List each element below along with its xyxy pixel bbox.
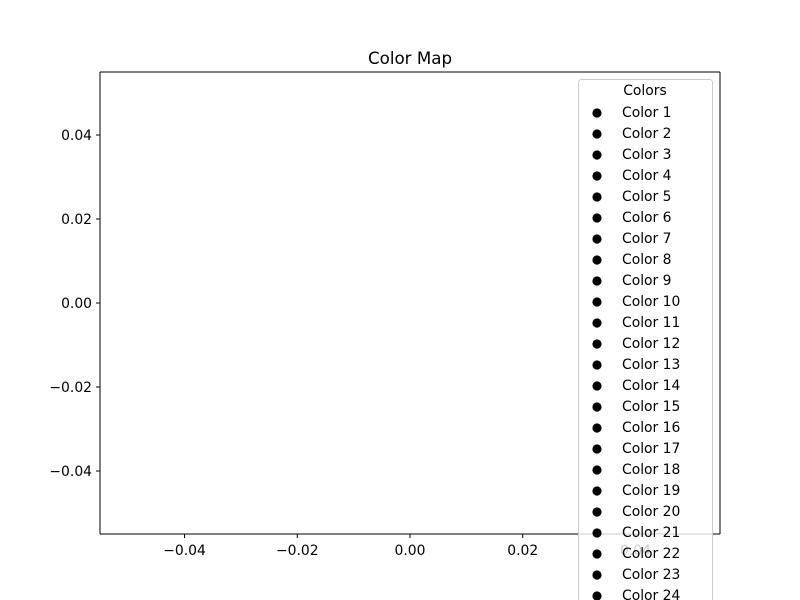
legend-entries: Color 1 Color 2 Color 3 Color 4 Color 5 Color… <box>592 105 681 600</box>
legend-entry-label: Color 11 <box>622 315 680 331</box>
legend-entry-label: Color 21 <box>622 525 680 541</box>
x-tick-label: −0.04 <box>163 543 206 559</box>
legend-marker <box>592 234 602 244</box>
y-tick-label: 0.02 <box>61 212 92 228</box>
y-tick-label: 0.04 <box>61 128 92 144</box>
legend-entry-label: Color 23 <box>622 567 680 583</box>
legend-marker <box>592 486 602 496</box>
legend-marker <box>592 297 602 307</box>
legend-entry-label: Color 19 <box>622 483 680 499</box>
chart-title: Color Map <box>368 48 452 68</box>
legend-entry-label: Color 2 <box>622 126 672 142</box>
legend-entry-label: Color 15 <box>622 399 680 415</box>
legend-marker <box>592 255 602 265</box>
legend-entry-label: Color 8 <box>622 252 672 268</box>
legend-marker <box>592 381 602 391</box>
legend-marker <box>592 549 602 559</box>
x-tick-label: 0.02 <box>507 543 538 559</box>
legend-marker <box>592 528 602 538</box>
y-tick-label: 0.00 <box>61 296 92 312</box>
legend-marker <box>592 423 602 433</box>
legend-entry-label: Color 9 <box>622 273 672 289</box>
legend-entry-label: Color 16 <box>622 420 680 436</box>
legend-marker <box>592 591 602 600</box>
legend-entry-label: Color 20 <box>622 504 680 520</box>
y-axis: −0.04 −0.02 0.00 0.02 0.04 <box>49 128 100 480</box>
legend-entry-label: Color 13 <box>622 357 680 373</box>
legend-marker <box>592 465 602 475</box>
x-tick-label: 0.00 <box>395 543 426 559</box>
legend-entry-label: Color 5 <box>622 189 672 205</box>
legend-title: Colors <box>623 83 667 99</box>
legend-marker <box>592 129 602 139</box>
legend-marker <box>592 402 602 412</box>
legend-marker <box>592 339 602 349</box>
legend-entry-label: Color 18 <box>622 462 680 478</box>
y-tick-label: −0.02 <box>49 380 92 396</box>
legend-entry-label: Color 14 <box>622 378 681 394</box>
legend-marker <box>592 108 602 118</box>
legend-marker <box>592 360 602 370</box>
legend-entry-label: Color 7 <box>622 231 672 247</box>
legend-box <box>578 79 713 600</box>
legend-marker <box>592 150 602 160</box>
legend-entry-label: Color 10 <box>622 294 680 310</box>
legend-marker <box>592 192 602 202</box>
legend-marker <box>592 213 602 223</box>
legend-marker <box>592 171 602 181</box>
legend-marker <box>592 444 602 454</box>
legend-marker <box>592 276 602 286</box>
legend-entry-label: Color 17 <box>622 441 680 457</box>
legend-marker <box>592 570 602 580</box>
x-tick-label: −0.02 <box>276 543 319 559</box>
legend-entry-label: Color 24 <box>622 588 681 600</box>
legend-entry-label: Color 6 <box>622 210 672 226</box>
y-tick-label: −0.04 <box>49 464 92 480</box>
legend-entry-label: Color 12 <box>622 336 680 352</box>
legend-marker <box>592 507 602 517</box>
legend-marker <box>592 318 602 328</box>
legend-entry-label: Color 4 <box>622 168 672 184</box>
legend-entry-label: Color 1 <box>622 105 672 121</box>
legend-entry-label: Color 22 <box>622 546 680 562</box>
legend-entry-label: Color 3 <box>622 147 672 163</box>
